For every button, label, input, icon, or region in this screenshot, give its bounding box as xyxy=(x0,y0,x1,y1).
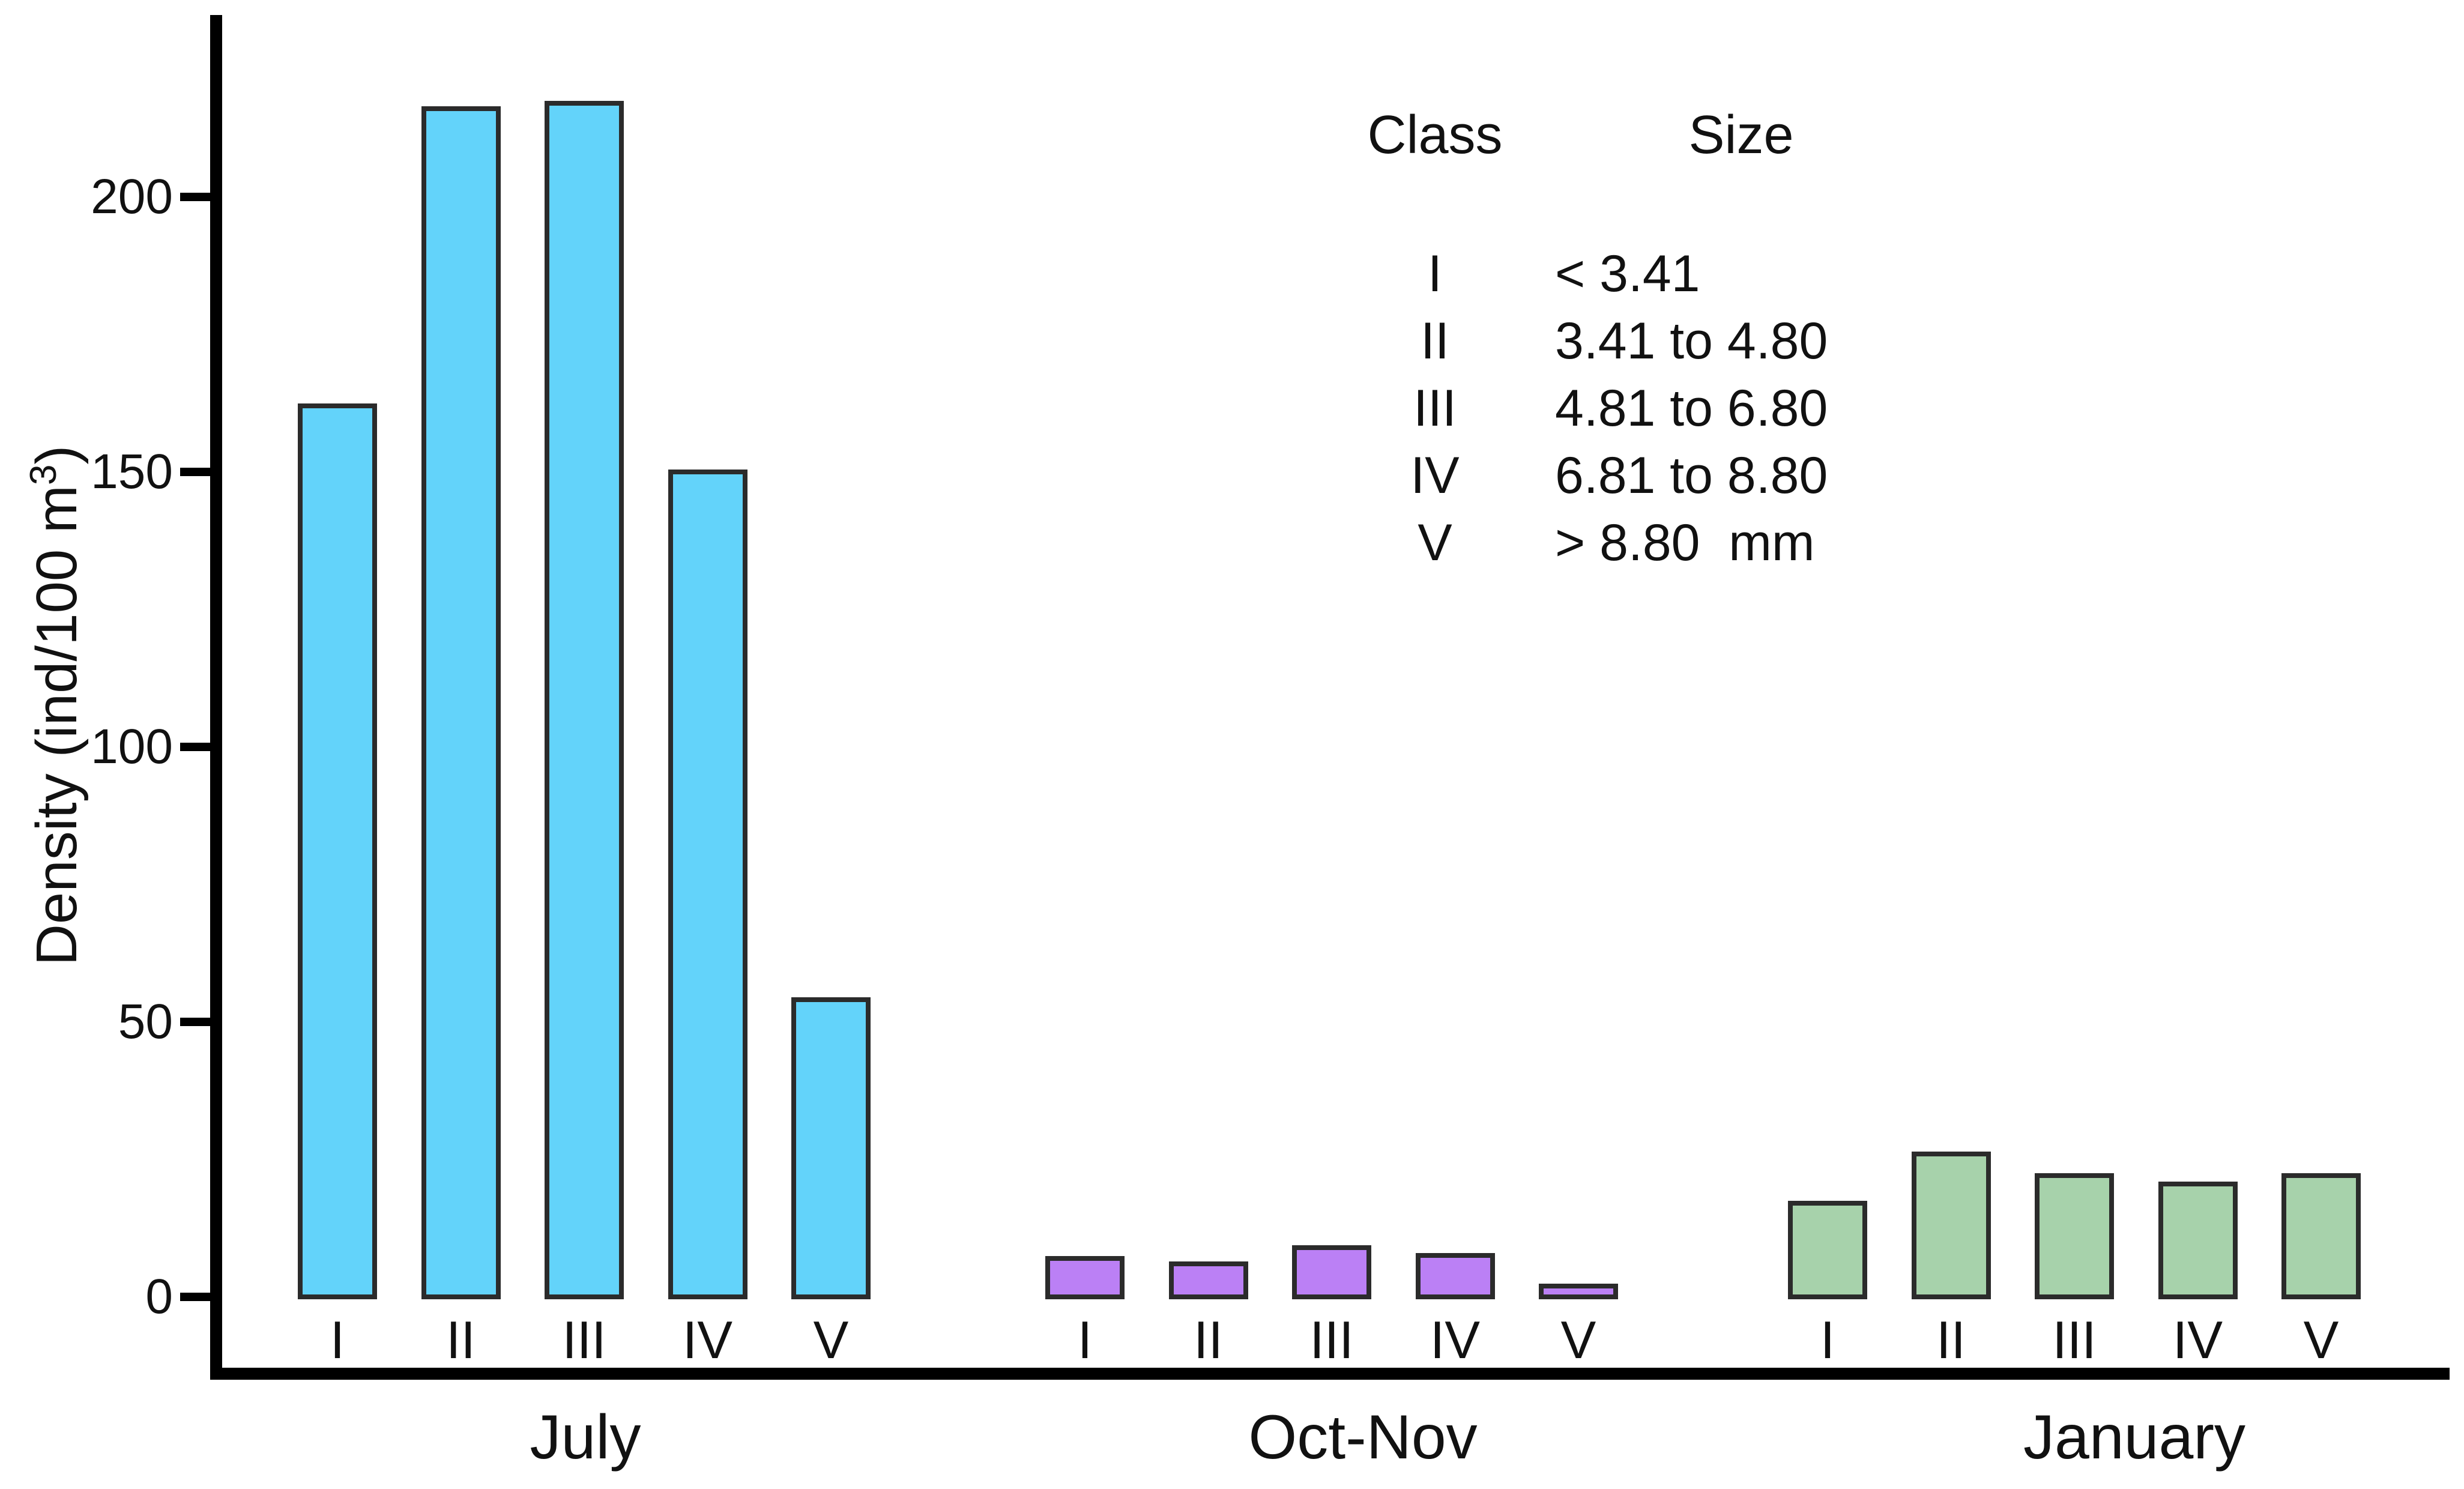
bar-july-II xyxy=(421,106,501,1299)
bar-category-label: I xyxy=(1820,1310,1835,1370)
bar-january-I xyxy=(1788,1201,1867,1299)
group-label-oct-nov: Oct-Nov xyxy=(1248,1403,1478,1472)
bar-category-label: IV xyxy=(682,1310,733,1370)
legend-class-value: II xyxy=(1421,312,1449,370)
bar-category-label: II xyxy=(1936,1310,1966,1370)
legend-class-value: V xyxy=(1418,514,1452,572)
y-tick-label: 0 xyxy=(145,1269,173,1324)
bar-category-label: I xyxy=(330,1310,345,1370)
x-axis-line xyxy=(210,1368,2450,1380)
legend-row-V: V > 8.80 mm xyxy=(1315,509,2071,576)
bar-july-III xyxy=(545,101,624,1299)
legend-class-header: Class xyxy=(1367,105,1503,165)
group-label-july: July xyxy=(530,1403,641,1472)
bar-category-label: III xyxy=(562,1310,606,1370)
bar-oct-nov-II xyxy=(1168,1261,1248,1299)
y-tick-label: 200 xyxy=(91,169,173,224)
y-tick-mark xyxy=(180,1018,210,1026)
legend-header: Class Size xyxy=(1315,108,2071,162)
size-class-legend: Class Size I < 3.41 II 3.41 to 4.80 III 4.81 … xyxy=(1315,108,2071,569)
bar-january-IV xyxy=(2158,1182,2238,1299)
bar-category-label: V xyxy=(1560,1310,1596,1370)
bar-category-label: V xyxy=(2303,1310,2339,1370)
bar-july-IV xyxy=(668,470,747,1299)
bar-category-label: IV xyxy=(2172,1310,2223,1370)
bar-january-II xyxy=(1911,1151,1991,1299)
y-tick-label: 100 xyxy=(91,719,173,774)
legend-size-value: < 3.41 xyxy=(1555,245,1700,303)
legend-class-value: III xyxy=(1413,379,1457,437)
legend-size-header: Size xyxy=(1688,105,1794,165)
bar-category-label: V xyxy=(813,1310,849,1370)
legend-size-value: > 8.80 mm xyxy=(1555,514,1815,572)
bar-oct-nov-V xyxy=(1539,1283,1618,1299)
legend-size-value: 3.41 to 4.80 xyxy=(1555,312,1828,370)
bar-category-label: III xyxy=(1309,1310,1354,1370)
y-axis-title: Density (ind/100 m3) xyxy=(23,445,89,966)
y-tick-mark xyxy=(180,1293,210,1301)
group-label-january: January xyxy=(2023,1403,2245,1472)
bar-category-label: II xyxy=(1194,1310,1223,1370)
legend-row-IV: IV 6.81 to 8.80 xyxy=(1315,442,2071,509)
y-tick-label: 150 xyxy=(91,444,173,499)
legend-size-value: 4.81 to 6.80 xyxy=(1555,379,1828,437)
bar-category-label: IV xyxy=(1430,1310,1481,1370)
legend-class-value: I xyxy=(1428,245,1442,303)
bar-oct-nov-III xyxy=(1292,1245,1371,1299)
y-tick-mark xyxy=(180,743,210,751)
bar-category-label: I xyxy=(1077,1310,1093,1370)
legend-row-III: III 4.81 to 6.80 xyxy=(1315,375,2071,442)
bar-january-III xyxy=(2035,1173,2114,1299)
y-tick-mark xyxy=(180,193,210,201)
bar-july-V xyxy=(791,997,871,1299)
legend-row-II: II 3.41 to 4.80 xyxy=(1315,307,2071,375)
bar-january-V xyxy=(2281,1173,2361,1299)
legend-row-I: I < 3.41 xyxy=(1315,240,2071,307)
bar-oct-nov-I xyxy=(1045,1255,1125,1299)
bar-category-label: III xyxy=(2052,1310,2097,1370)
y-tick-mark xyxy=(180,468,210,476)
bar-july-I xyxy=(298,403,377,1299)
bar-category-label: II xyxy=(446,1310,476,1370)
bar-oct-nov-IV xyxy=(1415,1253,1495,1299)
legend-size-value: 6.81 to 8.80 xyxy=(1555,447,1828,504)
legend-class-value: IV xyxy=(1410,447,1460,504)
legend-rows: I < 3.41 II 3.41 to 4.80 III 4.81 to 6.80 IV 6.… xyxy=(1315,240,2071,576)
y-axis-line xyxy=(210,15,222,1380)
y-tick-label: 50 xyxy=(118,994,173,1049)
